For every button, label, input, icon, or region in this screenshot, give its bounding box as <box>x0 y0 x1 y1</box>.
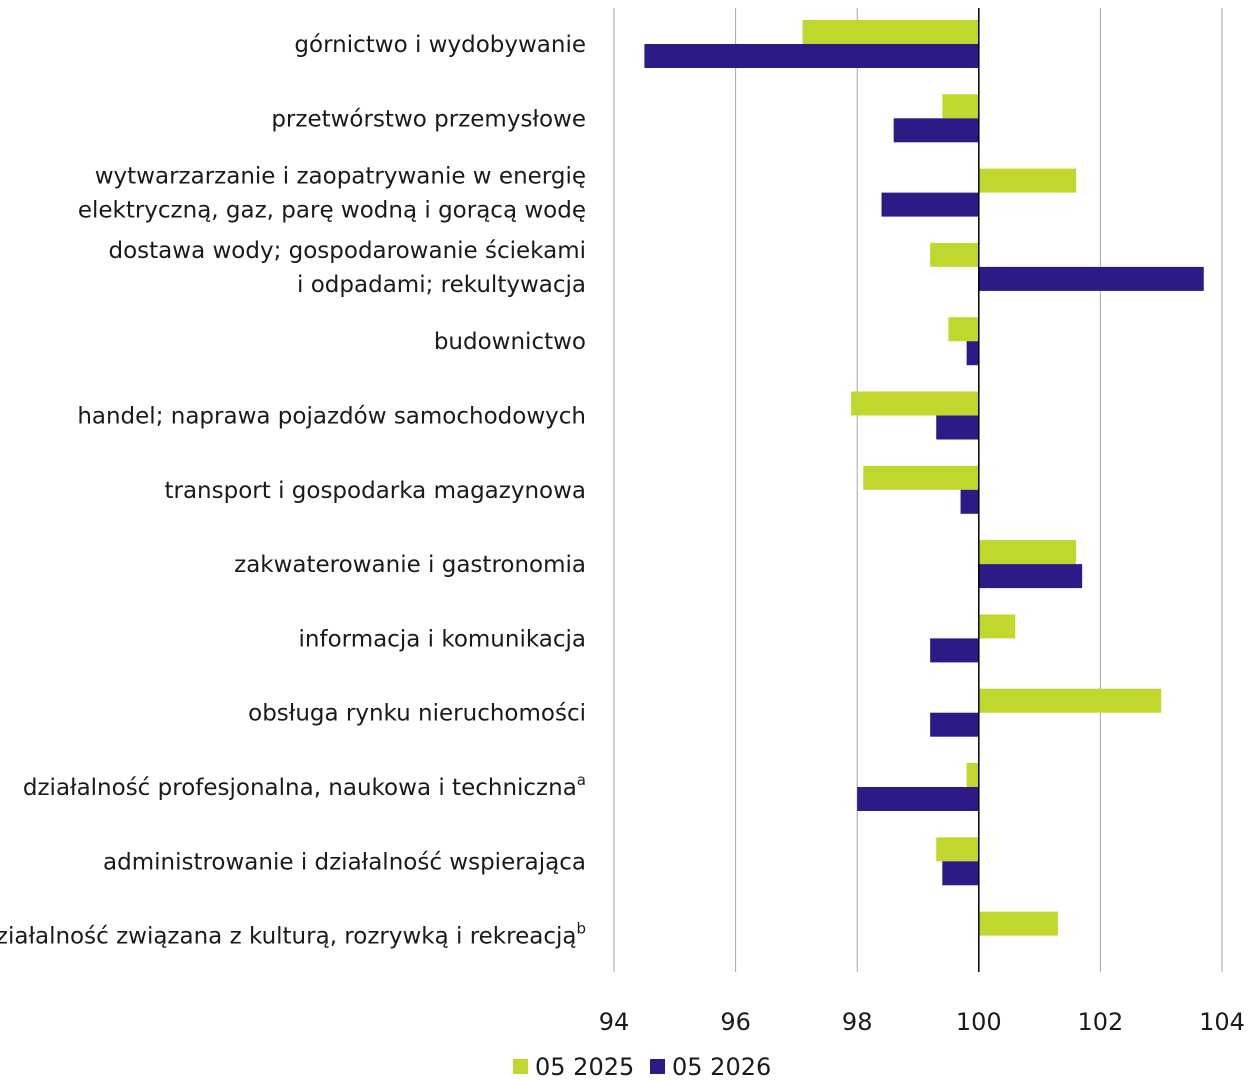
x-tick-label-98: 98 <box>842 1008 873 1036</box>
footnote-marker-a: a <box>577 771 586 789</box>
category-label-1: przetwórstwo przemysłowe <box>271 106 586 132</box>
x-tick-label-104: 104 <box>1199 1008 1245 1036</box>
bar-series0-cat10 <box>966 763 979 787</box>
bar-series1-cat4 <box>966 341 979 366</box>
category-label-12: działalność związana z kulturą, rozrywką… <box>0 920 586 950</box>
bar-series0-cat0 <box>802 20 979 44</box>
footnote-marker-b: b <box>576 920 586 938</box>
x-axis-tick-labels: 94 96 98 100 102 104 <box>599 1008 1245 1036</box>
bars <box>644 20 1204 960</box>
category-label-7: zakwaterowanie i gastronomia <box>234 552 586 578</box>
x-tick-label-96: 96 <box>720 1008 751 1036</box>
bar-series1-cat1 <box>893 118 979 143</box>
x-tick-label-94: 94 <box>599 1008 630 1036</box>
legend: 05 2025 05 2026 <box>513 1053 771 1080</box>
legend-label-1: 05 2026 <box>672 1053 771 1080</box>
category-label-8: informacja i komunikacja <box>299 626 587 652</box>
bar-series0-cat7 <box>978 540 1077 565</box>
bar-series1-cat10 <box>857 787 979 811</box>
bar-series1-cat8 <box>930 638 979 663</box>
bar-series1-cat6 <box>960 489 979 514</box>
bar-series0-cat4 <box>948 317 979 342</box>
bar-series0-cat9 <box>978 688 1162 713</box>
category-label-2-line1: elektryczną, gaz, parę wodną i gorącą wo… <box>78 198 586 224</box>
bar-series0-cat11 <box>936 837 979 862</box>
legend-swatch-0 <box>513 1059 528 1074</box>
bar-series0-cat1 <box>942 94 979 119</box>
bar-series1-cat9 <box>930 712 979 737</box>
bar-series0-cat12 <box>978 911 1058 936</box>
category-label-3-line0: dostawa wody; gospodarowanie ściekami <box>109 238 587 264</box>
category-label-9: obsługa rynku nieruchomości <box>248 701 586 727</box>
gridlines <box>613 8 1223 972</box>
bar-series0-cat6 <box>863 465 979 490</box>
x-tick-label-102: 102 <box>1077 1008 1123 1036</box>
legend-swatch-1 <box>650 1059 665 1074</box>
category-label-11: administrowanie i działalność wspierając… <box>103 849 586 875</box>
category-label-4: budownictwo <box>434 329 586 355</box>
category-label-6: transport i gospodarka magazynowa <box>164 478 586 504</box>
bar-series0-cat8 <box>978 614 1016 639</box>
bar-series1-cat7 <box>978 564 1083 589</box>
x-tick-label-100: 100 <box>956 1008 1002 1036</box>
bar-series1-cat3 <box>978 266 1204 291</box>
category-label-0: górnictwo i wydobywanie <box>294 32 586 58</box>
category-label-10: działalność profesjonalna, naukowa i tec… <box>23 771 586 801</box>
bar-series1-cat0 <box>644 44 979 68</box>
bar-series1-cat2 <box>881 192 979 217</box>
bar-series1-cat11 <box>942 861 979 886</box>
legend-label-0: 05 2025 <box>535 1053 634 1080</box>
category-labels: górnictwo i wydobywanie przetwórstwo prze… <box>0 32 586 950</box>
category-label-3-line1: i odpadami; rekultywacja <box>297 272 586 298</box>
category-label-5: handel; naprawa pojazdów samochodowych <box>77 404 586 430</box>
bar-series1-cat5 <box>936 415 979 440</box>
bar-series0-cat5 <box>851 391 979 416</box>
category-label-2-line0: wytwarzarzanie i zaopatrywanie w energię <box>95 164 586 190</box>
bar-series0-cat3 <box>930 242 979 267</box>
bar-series0-cat2 <box>978 168 1077 193</box>
